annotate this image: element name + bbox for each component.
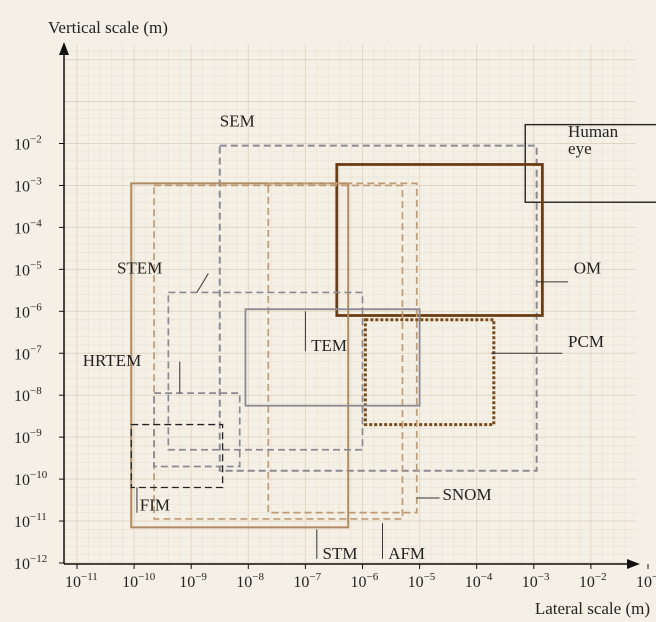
y-tick-label: 10−9 <box>14 427 42 447</box>
x-axis-title: Lateral scale (m) <box>535 599 650 618</box>
x-tick-label: 10−2 <box>579 571 607 591</box>
region-stem <box>167 291 364 451</box>
x-tick-label: 10−11 <box>65 571 98 591</box>
label-sem: SEM <box>220 112 255 131</box>
axes <box>59 42 640 569</box>
region-hrtem <box>153 392 241 468</box>
region-snom <box>267 182 418 514</box>
y-tick-label: 10−10 <box>14 469 48 489</box>
label-hrtem: HRTEM <box>83 351 141 370</box>
x-tick-label: 10−9 <box>179 571 207 591</box>
x-tick-label: 10−6 <box>351 571 379 591</box>
region-tem <box>244 308 421 407</box>
region-pcm <box>363 318 496 427</box>
x-tick-label: 10−1 <box>636 571 656 591</box>
label-afm: AFM <box>388 544 425 563</box>
grid <box>64 45 636 564</box>
region-afm <box>153 184 404 520</box>
region-boxes <box>130 123 656 529</box>
region-om <box>335 163 544 317</box>
x-tick-label: 10−4 <box>465 571 493 591</box>
x-tick-label: 10−10 <box>122 571 156 591</box>
region-stm <box>130 182 350 529</box>
label-stem: STEM <box>117 259 162 278</box>
y-tick-label: 10−7 <box>14 343 42 363</box>
y-axis-arrow <box>59 42 69 55</box>
leader-line <box>196 273 209 293</box>
label-pcm: PCM <box>568 332 604 351</box>
label-tem: TEM <box>311 336 347 355</box>
y-tick-label: 10−3 <box>14 175 42 195</box>
label-human-eye: Human <box>568 122 619 141</box>
x-tick-label: 10−5 <box>408 571 436 591</box>
tick-labels: 10−11 10−10 10−9 10−8 10−7 10−6 10−5 10−4 10−3 10… <box>14 134 656 592</box>
x-tick-label: 10−3 <box>522 571 550 591</box>
y-tick-label: 10−2 <box>14 134 42 154</box>
label-fim: FIM <box>140 496 170 515</box>
x-tick-label: 10−8 <box>236 571 264 591</box>
y-tick-label: 10−5 <box>14 259 42 279</box>
y-tick-label: 10−11 <box>14 511 47 531</box>
label-om: OM <box>574 259 601 278</box>
y-tick-label: 10−4 <box>14 217 42 237</box>
x-axis-arrow <box>627 559 640 569</box>
y-tick-label: 10−8 <box>14 385 42 405</box>
y-tick-label: 10−6 <box>14 301 42 321</box>
y-axis-title: Vertical scale (m) <box>48 18 168 37</box>
region-fim <box>130 423 224 489</box>
region-sem <box>218 144 538 472</box>
label-stm: STM <box>323 544 358 563</box>
label-human-eye: eye <box>568 139 592 158</box>
x-tick-label: 10−7 <box>293 571 321 591</box>
y-tick-label: 10−12 <box>14 553 47 573</box>
label-snom: SNOM <box>442 485 491 504</box>
